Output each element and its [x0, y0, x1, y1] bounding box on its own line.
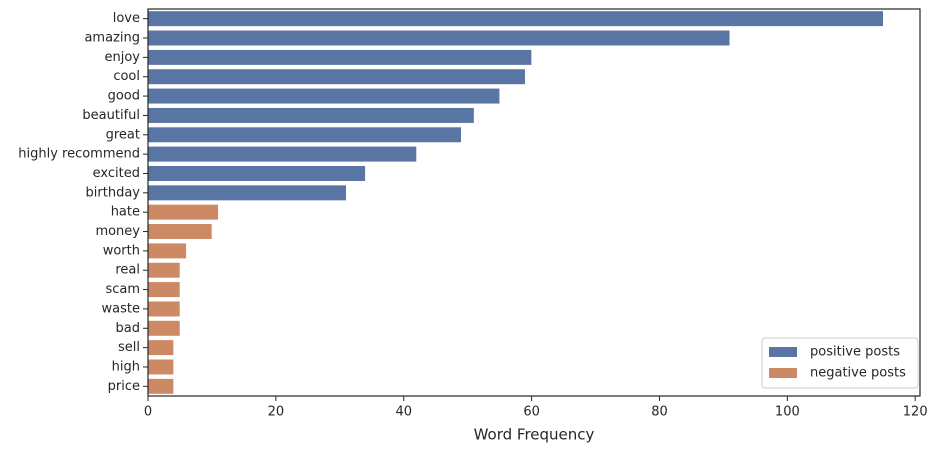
y-tick-label: high — [112, 359, 140, 374]
bar — [147, 223, 213, 240]
x-tick-label: 20 — [268, 405, 285, 420]
y-tick-label: sell — [118, 340, 140, 355]
legend-label: positive posts — [810, 345, 900, 360]
bar — [147, 49, 532, 66]
plot-frame — [147, 8, 921, 397]
y-tick-label: money — [95, 224, 140, 239]
bar — [147, 204, 219, 221]
bar — [147, 242, 187, 259]
y-tick-label: scam — [105, 282, 140, 297]
legend-box — [761, 337, 919, 389]
bar — [147, 165, 366, 182]
y-tick-label: bad — [116, 321, 140, 336]
y-tick-label: beautiful — [82, 108, 140, 123]
bar — [147, 126, 462, 143]
bar — [147, 88, 500, 105]
bar — [147, 184, 347, 201]
bar — [147, 262, 181, 279]
y-tick-label: excited — [93, 166, 140, 181]
x-tick-label: 0 — [144, 405, 152, 420]
bar — [147, 107, 475, 124]
y-tick-label: real — [115, 263, 140, 278]
bar — [147, 339, 174, 356]
y-tick-label: hate — [111, 205, 140, 220]
x-tick-label: 60 — [523, 405, 540, 420]
x-tick-label: 80 — [651, 405, 668, 420]
bar — [147, 281, 181, 298]
y-tick-label: love — [113, 11, 140, 26]
bar — [147, 300, 181, 317]
y-tick-label: highly recommend — [18, 147, 140, 162]
legend-swatch — [769, 347, 797, 357]
bar — [147, 10, 884, 27]
y-tick-label: good — [108, 89, 140, 104]
bar — [147, 68, 526, 85]
x-tick-label: 40 — [395, 405, 412, 420]
y-tick-label: amazing — [84, 31, 140, 46]
y-tick-label: cool — [113, 69, 140, 84]
legend-swatch — [769, 368, 797, 378]
x-tick-label: 120 — [903, 405, 928, 420]
bar — [147, 320, 181, 337]
x-axis-label: Word Frequency — [474, 426, 595, 444]
y-tick-label: great — [106, 127, 140, 142]
y-tick-label: enjoy — [105, 50, 141, 65]
bar — [147, 358, 174, 375]
legend-label: negative posts — [810, 366, 906, 381]
x-tick-label: 100 — [775, 405, 800, 420]
y-tick-label: worth — [103, 243, 140, 258]
y-tick-label: price — [108, 379, 140, 394]
y-tick-label: waste — [102, 301, 140, 316]
bar — [147, 146, 417, 163]
bar — [147, 30, 731, 47]
bar — [147, 378, 174, 395]
y-tick-label: birthday — [86, 185, 141, 200]
